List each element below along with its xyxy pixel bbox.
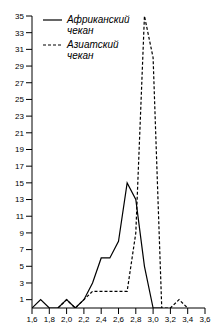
svg-text:3,6: 3,6 [199, 315, 211, 324]
svg-text:23: 23 [15, 112, 24, 121]
svg-text:31: 31 [15, 45, 24, 54]
svg-text:11: 11 [16, 212, 25, 221]
svg-text:2,6: 2,6 [113, 315, 125, 324]
svg-text:3,4: 3,4 [182, 315, 194, 324]
svg-text:9: 9 [20, 229, 25, 238]
html-text:Африканский чекан: Африканский чекан [67, 14, 130, 36]
svg-text:3,0: 3,0 [148, 315, 160, 324]
html-text:Азиатский чекан: Азиатский чекан [67, 39, 119, 61]
svg-text:17: 17 [15, 162, 24, 171]
svg-text:29: 29 [15, 62, 24, 71]
svg-text:13: 13 [15, 195, 24, 204]
svg-text:33: 33 [15, 29, 24, 38]
svg-text:19: 19 [15, 145, 24, 154]
svg-text:1,8: 1,8 [44, 315, 56, 324]
svg-text:2,0: 2,0 [61, 315, 73, 324]
svg-text:5: 5 [20, 262, 25, 271]
svg-text:1: 1 [20, 295, 25, 304]
svg-text:7: 7 [20, 245, 25, 254]
svg-text:35: 35 [15, 12, 24, 21]
svg-text:15: 15 [15, 179, 24, 188]
svg-text:2,4: 2,4 [96, 315, 108, 324]
svg-text:3,2: 3,2 [165, 315, 177, 324]
svg-text:2,8: 2,8 [130, 315, 142, 324]
svg-text:2,2: 2,2 [78, 315, 90, 324]
svg-text:21: 21 [15, 129, 24, 138]
svg-text:27: 27 [15, 79, 24, 88]
svg-text:1,6: 1,6 [26, 315, 38, 324]
svg-text:25: 25 [15, 95, 24, 104]
svg-text:3: 3 [20, 279, 25, 288]
